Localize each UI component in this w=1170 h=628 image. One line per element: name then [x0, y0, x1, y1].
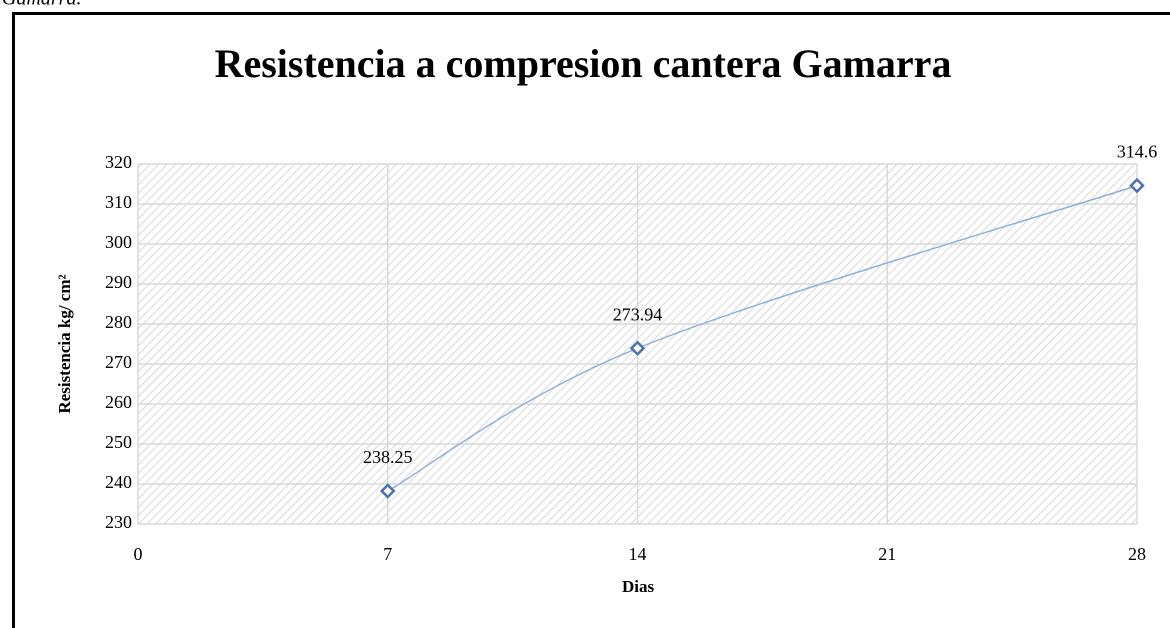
- x-tick-label: 7: [383, 544, 392, 564]
- marker: [379, 483, 396, 499]
- marker: [1129, 177, 1145, 194]
- marker: [629, 340, 646, 357]
- chart-border: [12, 12, 1170, 628]
- data-label: 238.25: [363, 447, 413, 467]
- x-tick-label: 0: [134, 544, 143, 564]
- y-axis-label: Resistencia kg/ cm²: [55, 274, 74, 413]
- y-tick-label: 250: [105, 432, 132, 452]
- y-tick-label: 320: [105, 152, 132, 172]
- y-tick-label: 280: [105, 312, 132, 332]
- data-label: 273.94: [613, 304, 663, 324]
- chart-title: Resistencia a compresion cantera Gamarra: [215, 41, 952, 86]
- series-line: [387, 184, 1138, 492]
- caption: Gamarra.: [2, 0, 81, 10]
- y-tick-label: 310: [105, 192, 132, 212]
- x-tick-label: 28: [1128, 544, 1146, 564]
- x-tick-label: 14: [629, 544, 647, 564]
- y-tick-label: 290: [105, 272, 132, 292]
- x-axis-label: Dias: [622, 577, 655, 596]
- y-tick-label: 300: [105, 232, 132, 252]
- x-tick-label: 21: [878, 544, 896, 564]
- y-tick-label: 270: [105, 352, 132, 372]
- y-tick-label: 240: [105, 472, 132, 492]
- y-tick-label: 230: [105, 512, 132, 532]
- data-label: 314.6: [1117, 142, 1158, 162]
- y-tick-label: 260: [105, 392, 132, 412]
